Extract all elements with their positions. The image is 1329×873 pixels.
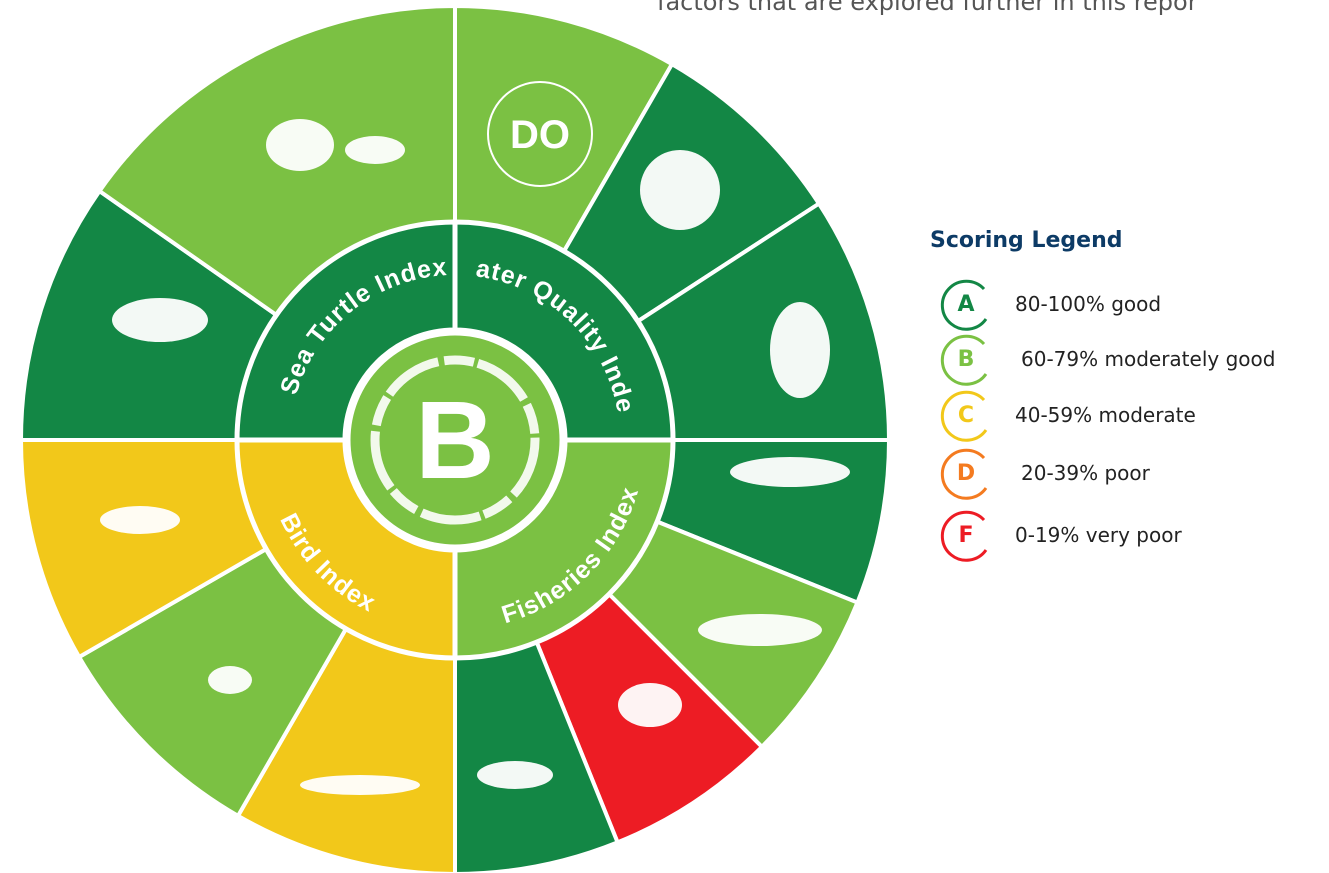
icon <box>266 119 334 171</box>
icon <box>618 683 682 727</box>
icon <box>208 666 252 694</box>
page: factors that are explored further in thi… <box>0 0 1329 873</box>
legend-grade: D <box>957 461 975 486</box>
legend-range: 40-59% moderate <box>1015 403 1196 427</box>
icon <box>100 506 180 534</box>
intro-text: factors that are explored further in thi… <box>657 0 1198 16</box>
legend-grade: C <box>958 403 974 428</box>
icon <box>640 150 720 230</box>
icon <box>730 457 850 487</box>
icon <box>770 302 830 398</box>
legend-title: Scoring Legend <box>930 228 1122 253</box>
legend-range: 60-79% moderately good <box>1021 347 1275 371</box>
icon <box>345 136 405 164</box>
legend-grade: B <box>958 347 975 372</box>
do-label: DO <box>510 113 570 157</box>
icon <box>112 298 208 342</box>
legend-range: 80-100% good <box>1015 292 1161 316</box>
icon <box>477 761 553 789</box>
wheel-diagram: factors that are explored further in thi… <box>0 0 1329 873</box>
legend-grade: F <box>958 523 973 548</box>
legend-grade: A <box>957 292 974 317</box>
legend-range: 0-19% very poor <box>1015 523 1182 547</box>
legend-range: 20-39% poor <box>1021 461 1151 485</box>
center-grade: B <box>415 379 494 502</box>
icon <box>698 614 822 646</box>
icon <box>300 775 420 795</box>
